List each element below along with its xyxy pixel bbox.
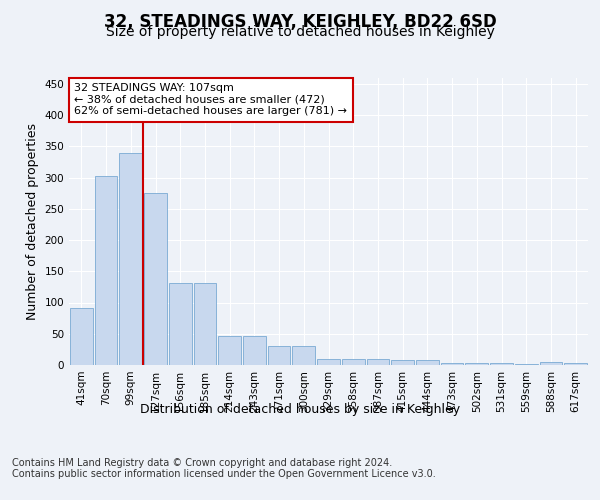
Bar <box>194 283 216 365</box>
Bar <box>490 362 513 365</box>
Y-axis label: Number of detached properties: Number of detached properties <box>26 122 39 320</box>
Bar <box>144 192 167 365</box>
Text: 32 STEADINGS WAY: 107sqm
← 38% of detached houses are smaller (472)
62% of semi-: 32 STEADINGS WAY: 107sqm ← 38% of detach… <box>74 83 347 116</box>
Text: Size of property relative to detached houses in Keighley: Size of property relative to detached ho… <box>106 25 494 39</box>
Bar <box>441 362 463 365</box>
Bar <box>564 362 587 365</box>
Bar <box>169 283 191 365</box>
Text: 32, STEADINGS WAY, KEIGHLEY, BD22 6SD: 32, STEADINGS WAY, KEIGHLEY, BD22 6SD <box>104 12 496 30</box>
Bar <box>70 308 93 365</box>
Bar <box>268 346 290 365</box>
Bar <box>243 336 266 365</box>
Bar <box>342 359 365 365</box>
Bar <box>292 346 315 365</box>
Bar <box>119 152 142 365</box>
Bar <box>95 176 118 365</box>
Text: Distribution of detached houses by size in Keighley: Distribution of detached houses by size … <box>140 402 460 415</box>
Bar <box>367 360 389 365</box>
Bar <box>391 360 414 365</box>
Bar <box>515 364 538 365</box>
Bar <box>539 362 562 365</box>
Bar <box>466 362 488 365</box>
Bar <box>317 360 340 365</box>
Bar <box>416 360 439 365</box>
Bar <box>218 336 241 365</box>
Text: Contains HM Land Registry data © Crown copyright and database right 2024.
Contai: Contains HM Land Registry data © Crown c… <box>12 458 436 479</box>
